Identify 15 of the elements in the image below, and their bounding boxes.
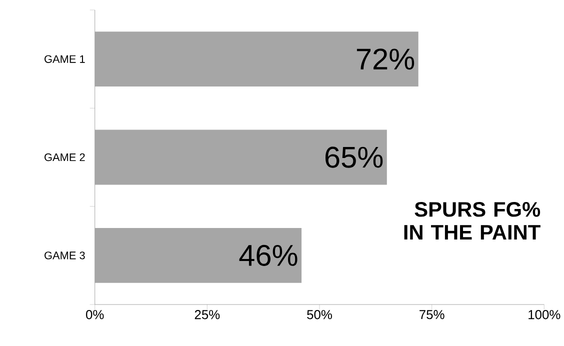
y-tick-label: GAME 2 xyxy=(44,153,85,161)
data-label: 65% xyxy=(325,146,383,168)
data-label: 72% xyxy=(356,48,414,70)
x-tick-label: 25% xyxy=(194,310,220,319)
bar xyxy=(94,130,387,184)
x-tick-label: 75% xyxy=(420,310,444,319)
x-tick-label: 50% xyxy=(307,310,332,319)
data-label: 46% xyxy=(239,244,298,266)
y-tick-label: GAME 3 xyxy=(44,251,85,260)
bar xyxy=(94,228,302,283)
text: SPURS FG% IN THE PAINT xyxy=(404,202,540,240)
y-tick-label: GAME 1 xyxy=(44,54,85,63)
bar xyxy=(94,31,418,86)
x-tick-label: 100% xyxy=(528,310,560,319)
x-tick-label: 0% xyxy=(86,310,104,319)
